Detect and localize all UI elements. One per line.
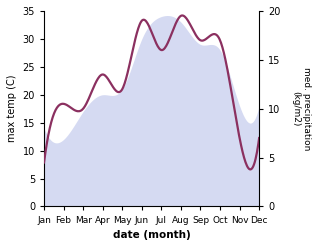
Y-axis label: max temp (C): max temp (C) xyxy=(7,75,17,143)
Y-axis label: med. precipitation
(kg/m2): med. precipitation (kg/m2) xyxy=(292,67,311,150)
X-axis label: date (month): date (month) xyxy=(113,230,190,240)
